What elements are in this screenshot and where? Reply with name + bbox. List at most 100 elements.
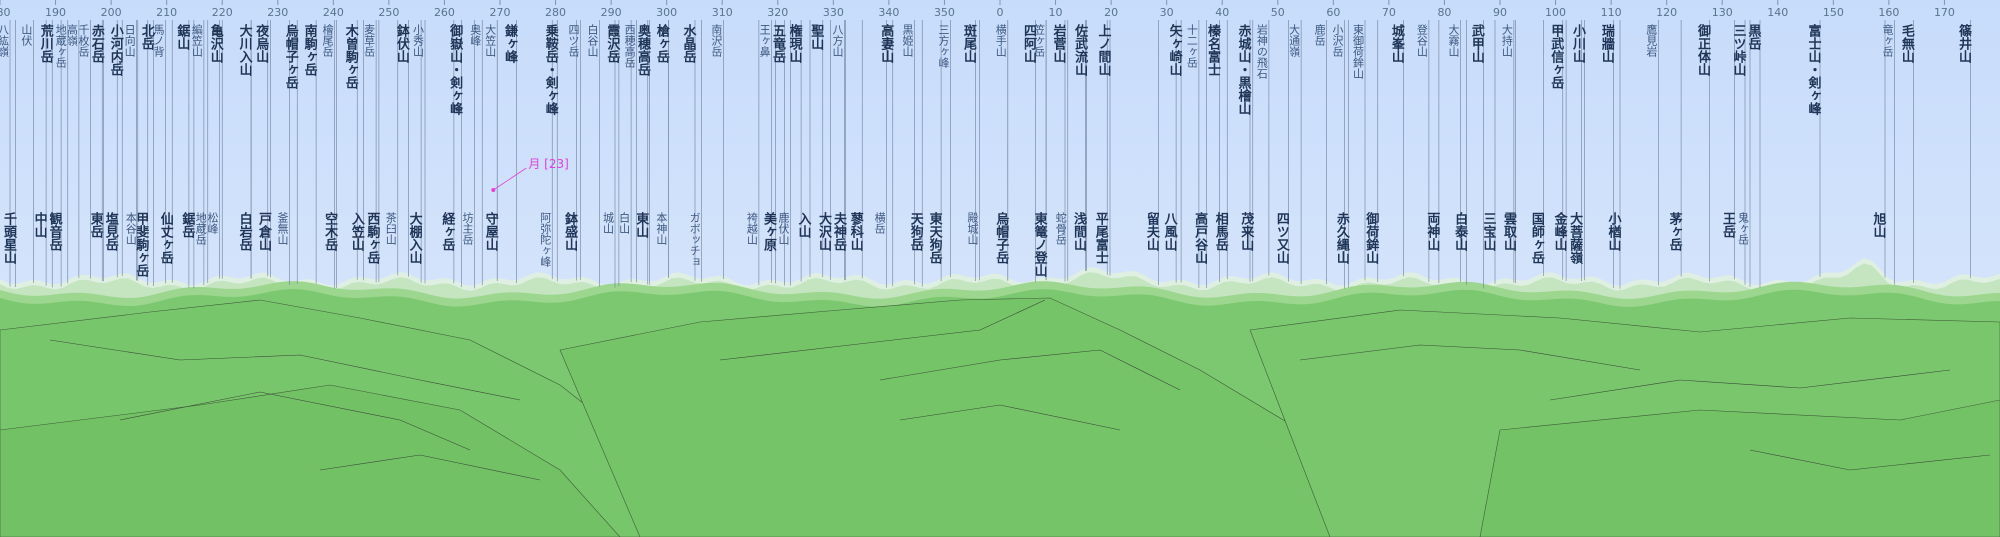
peak-label: 東天狗岳 [927,211,943,265]
x-tick-label: 0 [997,6,1004,19]
x-tick-label: 50 [1271,6,1285,19]
peak-label: 黒姫山 [901,24,914,57]
peak-label: 仙丈ヶ岳 [158,211,174,265]
peak-label: 千頭星山 [1,211,17,265]
annotation-leader [493,167,527,191]
peak-label: 塩見岳 [103,211,120,252]
ridge-line [1749,449,1991,471]
peak-label: 夫神岳 [831,211,847,252]
peak-label: 美ヶ原 [761,211,777,252]
peak-label: 御嶽山・剣ヶ峰 [447,23,464,116]
peak-label: 釜無山 [276,211,289,245]
peak-label: 坊主岳 [461,211,474,245]
peak-label: 大霧山 [1447,23,1460,57]
x-tick-label: 290 [601,6,622,19]
peak-label: 登谷山 [1415,23,1428,57]
peak-label: 国師ヶ岳 [1529,212,1545,265]
peak-label: 大持山 [1500,23,1513,57]
peak-label: 大沢山 [816,211,832,252]
peak-label: 茅ヶ岳 [1667,211,1683,252]
ridge-line [319,454,541,481]
x-tick-label: 310 [712,6,733,19]
peak-label: 高戸谷山 [1192,211,1208,265]
peak-label: 鹿岳 [1313,23,1326,46]
peak-label: 大笠山 [484,23,497,57]
x-tick-label: 200 [101,6,122,19]
x-tick-label: 260 [434,6,455,19]
annotation-dot [491,188,496,192]
peak-label: 御正体山 [1695,23,1712,77]
peak-labels: 1801902002102202302402502602702802903003… [0,0,1972,278]
peak-label: 白山 [618,211,631,234]
peak-label: 地蔵ヶ岳 [54,24,67,68]
peak-label: 高嶺 [65,23,78,47]
x-tick-label: 240 [323,6,344,19]
peak-label: 守屋山 [483,211,499,252]
peak-label: 霞沢岳 [604,24,620,64]
peak-label: 聖山 [808,23,824,51]
peak-label: 上ノ間山 [1096,24,1112,77]
peak-label: 赤久縄山 [1334,211,1350,265]
peak-label: 三方ヶ峰 [937,24,950,68]
x-tick-label: 70 [1382,6,1396,19]
peak-label: 鬼ヶ岳 [1737,211,1750,245]
x-tick-label: 220 [212,6,233,19]
peak-label: 本谷山 [124,211,137,245]
peak-label: 大通嶺 [1288,23,1301,58]
peak-label: 毛無山 [1899,23,1915,64]
peak-label: 御荷鉾山 [1363,211,1380,265]
x-tick-label: 30 [1160,6,1174,19]
peak-label: 小楢山 [1606,212,1622,252]
ridge-line [899,404,1121,431]
peak-label: 岩神の飛石 [1255,23,1268,79]
peak-label: 小川山 [1570,24,1587,64]
peak-label: 木曽駒ヶ岳 [343,23,360,90]
x-tick-label: 280 [545,6,566,19]
peak-label: 鎌ヶ峰 [502,23,518,64]
peak-label: 茂来山 [1238,211,1255,252]
x-tick-label: 170 [1934,6,1955,19]
peak-label: 山伏 [20,24,33,46]
peak-label: 檜尾岳 [321,23,334,57]
x-tick-label: 10 [1049,6,1063,19]
ridge-line [719,299,1046,361]
ridge-line [119,391,471,451]
ridge-line [879,349,1181,391]
peak-label: 地蔵岳 [194,212,207,245]
x-tick-label: 270 [490,6,511,19]
x-tick-label: 340 [878,6,899,19]
peak-label: 殿城山 [966,212,979,245]
peak-label: 奥峰 [469,23,482,46]
x-tick-label: 130 [1712,6,1733,19]
peak-label: 篠井山 [1956,23,1972,64]
peak-label: 矢ヶ崎山 [1167,23,1183,77]
peak-label: 天狗岳 [908,212,924,252]
peak-label: 十二ヶ岳 [1185,23,1198,68]
peak-label: 三宝山 [1481,212,1497,252]
peak-label: 留夫山 [1144,211,1160,252]
peak-label: 三ツ峠山 [1731,24,1747,77]
x-tick-label: 320 [767,6,788,19]
x-tick-label: 330 [823,6,844,19]
peak-label: 八方山 [831,24,844,57]
x-tick-label: 120 [1656,6,1677,19]
peak-label: 笠ヶ岳 [1033,23,1046,57]
peak-label: 王岳 [1720,212,1736,239]
peak-lines [9,20,1971,289]
x-tick-label: 190 [45,6,66,19]
ridge-line [1549,369,1951,401]
x-tick-label: 250 [378,6,399,19]
peak-label: 烏帽子岳 [993,211,1009,265]
peak-label: 観音岳 [47,211,64,252]
peak-label: 本神山 [655,211,668,245]
peak-label: 大菩薩嶺 [1567,211,1584,265]
peak-label: 王ヶ鼻 [758,24,771,58]
peak-label: 大棚入山 [407,211,423,265]
x-tick-label: 60 [1326,6,1340,19]
peak-label: 小沢岳 [1331,24,1344,57]
hill [1479,399,2000,537]
peak-label: 榛名富士 [1205,23,1221,76]
x-tick-label: 40 [1215,6,1229,19]
peak-label: 東山 [633,211,649,239]
peak-label: 四ツ又山 [1274,212,1291,265]
